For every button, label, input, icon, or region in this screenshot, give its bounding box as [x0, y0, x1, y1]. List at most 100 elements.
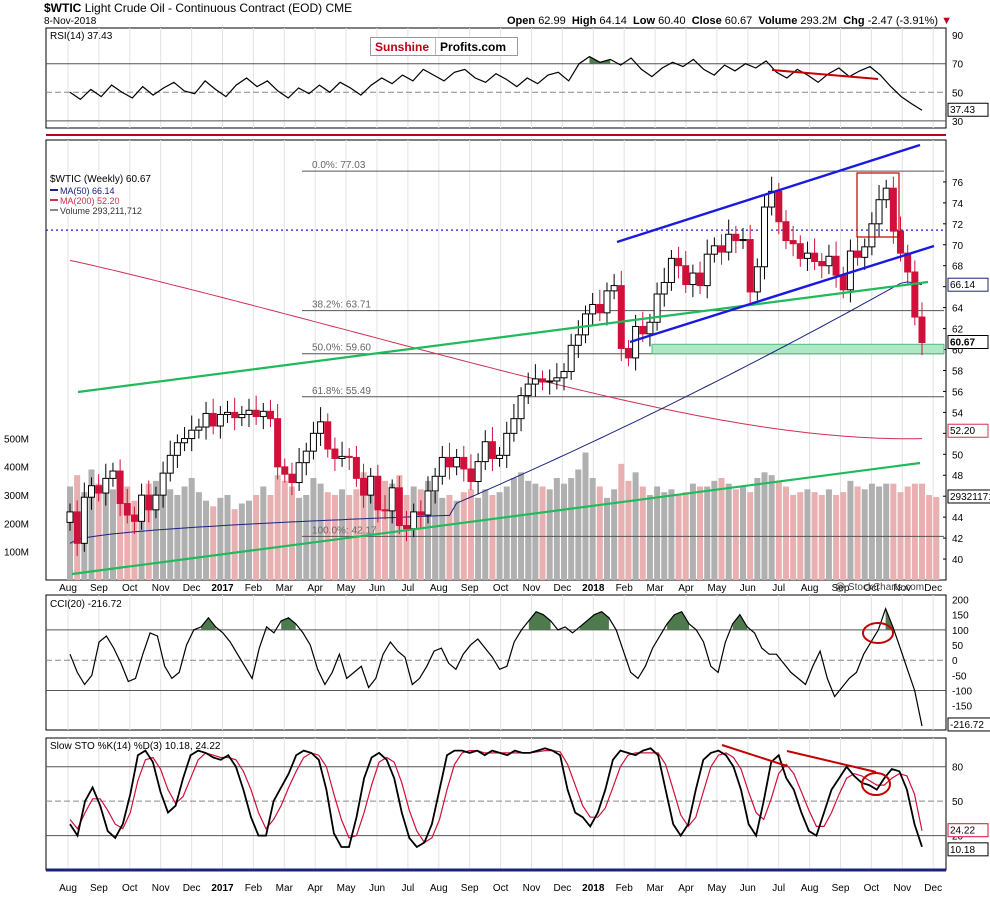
volume-bar — [675, 495, 682, 580]
volume-bar — [267, 495, 274, 580]
volume-bar — [525, 480, 532, 580]
cci-label: CCI(20) -216.72 — [50, 599, 122, 610]
volume-bar — [618, 463, 625, 580]
candle-body — [195, 426, 203, 431]
candle-body — [116, 470, 124, 505]
rsi-line — [69, 55, 923, 111]
candle-body — [646, 321, 654, 335]
cci-tick-label: 100 — [952, 626, 969, 637]
volume-bar — [890, 483, 897, 580]
candle-body — [317, 421, 325, 434]
volume-bar — [453, 500, 460, 580]
volume-bar — [825, 489, 832, 580]
volume-bar — [281, 480, 288, 580]
candle-body — [245, 409, 253, 415]
volume-bar — [124, 486, 131, 580]
candle-body — [832, 255, 840, 276]
candle-body — [725, 233, 733, 253]
volume-bar — [697, 486, 704, 580]
volume-bar — [482, 489, 489, 580]
volume-bar — [603, 497, 610, 580]
candle-body — [539, 378, 547, 383]
price-tick-label: 70 — [952, 241, 964, 252]
candle-body — [474, 461, 482, 483]
volume-bar — [245, 500, 252, 580]
candle-body — [109, 470, 117, 479]
volume-bar — [102, 486, 109, 580]
candle-body — [403, 525, 411, 530]
blue-channel-lower — [629, 244, 935, 344]
candle-body — [80, 496, 88, 544]
ma200-line — [69, 260, 923, 440]
x-tick-label: 2017 — [211, 583, 234, 594]
candle-body — [574, 334, 582, 346]
cci-tick-label: -50 — [952, 671, 967, 682]
price-legend-item: Volume 293,211,712 — [60, 206, 142, 216]
cci-overbought-fill — [579, 611, 609, 630]
fib-level-label: 38.2%: 63.71 — [312, 300, 371, 311]
ma50-value-label-box — [947, 277, 989, 292]
volume-value: 293.2M — [800, 15, 838, 27]
x-tick-label: Sep — [90, 883, 108, 894]
cci-tick-label: -100 — [952, 687, 972, 698]
sto-label: Slow STO %K(14) %D(3) 10.18, 24.22 — [50, 741, 221, 752]
candle-body — [581, 313, 589, 336]
volume-bar — [532, 483, 539, 580]
volume-bar — [568, 478, 575, 580]
cci-tick-label: -150 — [952, 702, 972, 713]
volume-bar — [518, 472, 525, 580]
price-tick-label: 42 — [952, 534, 964, 545]
volume-tick-label: 200M — [4, 519, 29, 530]
candle-body — [417, 511, 425, 516]
x-tick-label: Oct — [493, 583, 509, 594]
rsi-divergence-line — [771, 69, 879, 80]
candle-body — [689, 272, 697, 286]
candle-body — [911, 271, 919, 318]
symbol: $WTIC — [44, 1, 82, 15]
sto-panel-frame — [45, 737, 947, 871]
x-tick-label: Feb — [616, 883, 634, 894]
candle-body — [145, 494, 153, 511]
volume-bar — [203, 500, 210, 580]
x-tick-label: 2018 — [582, 583, 605, 594]
x-tick-label: Apr — [678, 583, 694, 594]
volume-bar — [224, 495, 231, 580]
sto-k-line — [69, 747, 923, 849]
candle-body — [496, 454, 504, 459]
candle-body — [875, 199, 883, 225]
volume-bar — [231, 509, 238, 580]
x-tick-label: May — [337, 883, 356, 894]
cci-overbought-fill — [528, 611, 551, 630]
volume-bar — [632, 472, 639, 580]
chg-label: Chg — [843, 15, 865, 27]
candle-body — [266, 410, 274, 420]
volume-bar — [374, 478, 381, 580]
candle-body — [531, 378, 539, 385]
price-tick-label: 60 — [952, 346, 964, 357]
candle-body — [374, 475, 382, 511]
volume-bar — [253, 495, 260, 580]
volume-bar — [489, 495, 496, 580]
candle-body — [660, 281, 668, 295]
candle-body — [753, 266, 761, 293]
sto-d-last-value: 24.22 — [950, 826, 975, 837]
x-tick-label: Mar — [276, 583, 294, 594]
x-tick-label: Oct — [864, 883, 880, 894]
blue-channel-upper — [616, 143, 921, 244]
price-tick-label: 58 — [952, 366, 964, 377]
volume-bar — [331, 495, 338, 580]
price-panel-frame — [45, 139, 947, 581]
x-tick-label: Mar — [276, 883, 294, 894]
volume-bar — [539, 486, 546, 580]
volume-bar — [88, 469, 95, 580]
candle-body — [567, 344, 575, 373]
candle-body — [617, 285, 625, 349]
volume-bar — [611, 489, 618, 580]
ma50-line — [69, 281, 923, 544]
x-tick-label: Feb — [245, 583, 263, 594]
price-tick-label: 76 — [952, 178, 964, 189]
candle-body — [803, 252, 811, 259]
volume-bar — [883, 483, 890, 580]
